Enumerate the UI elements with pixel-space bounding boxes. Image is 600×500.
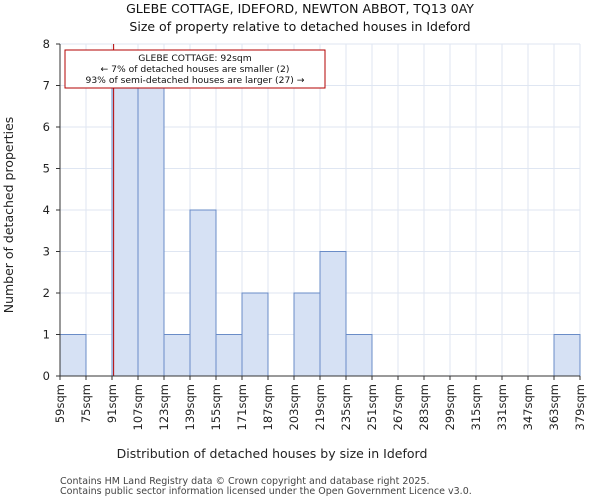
y-tick-label: 2: [43, 286, 50, 300]
bar: [293, 292, 321, 377]
x-tick-label: 75sqm: [79, 384, 93, 423]
chart-subtitle: Size of property relative to detached ho…: [129, 19, 470, 34]
x-tick-label: 363sqm: [547, 384, 561, 430]
y-tick-label: 7: [43, 79, 50, 93]
bar: [163, 334, 191, 377]
x-tick-label: 91sqm: [105, 384, 119, 423]
annotation-line-3: 93% of semi-detached houses are larger (…: [85, 75, 304, 86]
footer-line-2: Contains public sector information licen…: [60, 486, 472, 497]
x-tick-label: 283sqm: [417, 384, 431, 430]
x-tick-label: 251sqm: [365, 384, 379, 430]
x-tick-label: 123sqm: [157, 384, 171, 430]
x-tick-label: 267sqm: [391, 384, 405, 430]
x-tick-label: 347sqm: [521, 384, 535, 430]
bar: [111, 85, 139, 377]
y-tick-label: 1: [43, 328, 50, 342]
annotation-line-1: GLEBE COTTAGE: 92sqm: [138, 53, 251, 64]
bars: [59, 85, 581, 377]
bar: [319, 251, 347, 377]
x-tick-label: 235sqm: [339, 384, 353, 430]
x-axis-label: Distribution of detached houses by size …: [117, 446, 428, 461]
chart-title: GLEBE COTTAGE, IDEFORD, NEWTON ABBOT, TQ…: [126, 1, 474, 16]
x-tick-label: 203sqm: [287, 384, 301, 430]
bar: [241, 292, 269, 377]
axes: [56, 43, 581, 380]
bar: [345, 334, 373, 377]
y-tick-label: 0: [43, 369, 50, 383]
x-tick-label: 299sqm: [443, 384, 457, 430]
x-tick-label: 171sqm: [235, 384, 249, 430]
x-tick-label: 59sqm: [53, 384, 67, 423]
x-tick-label: 219sqm: [313, 384, 327, 430]
x-tick-label: 331sqm: [495, 384, 509, 430]
x-tick-label: 107sqm: [131, 384, 145, 430]
y-tick-label: 3: [43, 245, 50, 259]
y-axis-label: Number of detached properties: [1, 117, 16, 314]
bar: [189, 209, 217, 377]
x-tick-label: 139sqm: [183, 384, 197, 430]
x-tick-label: 187sqm: [261, 384, 275, 430]
footer-line-1: Contains HM Land Registry data © Crown c…: [60, 476, 430, 487]
bar: [553, 334, 581, 377]
annotation-box: GLEBE COTTAGE: 92sqm ← 7% of detached ho…: [64, 49, 326, 89]
y-tick-label: 5: [43, 162, 50, 176]
annotation-line-2: ← 7% of detached houses are smaller (2): [101, 64, 290, 75]
y-tick-labels: 0 1 2 3 4 5 6 7 8: [43, 37, 50, 383]
x-tick-label: 379sqm: [573, 384, 587, 430]
y-tick-label: 4: [43, 203, 50, 217]
x-tick-label: 315sqm: [469, 384, 483, 430]
bar: [59, 334, 87, 377]
annotation-border: [64, 49, 326, 89]
bar: [215, 334, 243, 377]
y-tick-label: 8: [43, 37, 50, 51]
x-tick-label: 155sqm: [209, 384, 223, 430]
bar: [137, 85, 165, 377]
x-tick-labels: 59sqm 75sqm 91sqm 107sqm 123sqm 139sqm 155sqm 1…: [53, 384, 587, 430]
y-tick-label: 6: [43, 120, 50, 134]
